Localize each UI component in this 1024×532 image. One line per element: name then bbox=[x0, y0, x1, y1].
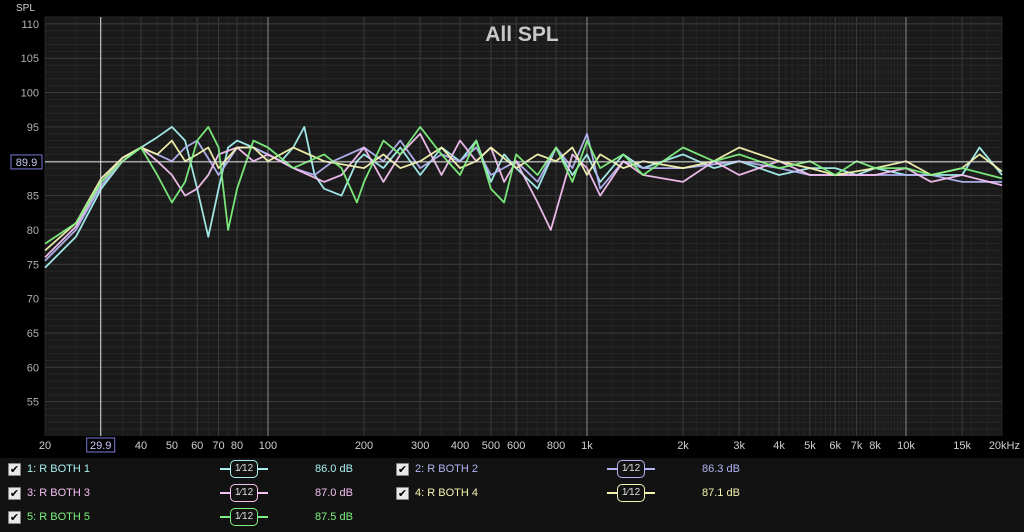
y-tick-label: 110 bbox=[21, 19, 39, 31]
legend-panel: ✔ 1: R BOTH 1 1⁄12 86.0 dB ✔ 2: R BOTH 2… bbox=[0, 458, 1024, 532]
x-tick-label: 600 bbox=[507, 440, 525, 452]
spl-chart[interactable]: 1101051009590858075706560552040506070801… bbox=[0, 0, 1024, 458]
x-tick-label: 20kHz bbox=[989, 440, 1020, 452]
series-4-smoothing-button[interactable]: 1⁄12 bbox=[607, 484, 655, 502]
series-1-checkbox[interactable]: ✔ bbox=[8, 463, 21, 476]
x-tick-label: 8k bbox=[869, 440, 881, 452]
y-tick-label: 75 bbox=[27, 259, 39, 271]
y-axis-label: SPL bbox=[16, 3, 35, 14]
series-5-smoothing-button[interactable]: 1⁄12 bbox=[220, 508, 268, 526]
series-4-label[interactable]: 4: R BOTH 4 bbox=[415, 487, 478, 499]
series-3-label[interactable]: 3: R BOTH 3 bbox=[27, 487, 90, 499]
series-2-smoothing-button[interactable]: 1⁄12 bbox=[607, 460, 655, 478]
y-tick-label: 70 bbox=[27, 294, 39, 306]
y-tick-label: 60 bbox=[27, 362, 39, 374]
series-4-checkbox[interactable]: ✔ bbox=[396, 487, 409, 500]
series-3-checkbox[interactable]: ✔ bbox=[8, 487, 21, 500]
plot-area bbox=[45, 17, 1002, 436]
cursor-x-readout-box bbox=[86, 437, 116, 453]
y-tick-label: 80 bbox=[27, 225, 39, 237]
x-tick-label: 5k bbox=[804, 440, 816, 452]
x-tick-label: 3k bbox=[733, 440, 745, 452]
series-2-checkbox[interactable]: ✔ bbox=[396, 463, 409, 476]
x-tick-label: 70 bbox=[212, 440, 224, 452]
series-3-smoothing-button[interactable]: 1⁄12 bbox=[220, 484, 268, 502]
x-tick-label: 200 bbox=[355, 440, 373, 452]
series-line-3 bbox=[44, 132, 1003, 259]
x-tick-label: 40 bbox=[135, 440, 147, 452]
y-tick-label: 65 bbox=[27, 328, 39, 340]
x-tick-label: 800 bbox=[547, 440, 565, 452]
series-1-smoothing-button[interactable]: 1⁄12 bbox=[220, 460, 268, 478]
cursor-y-readout: 89.9 bbox=[16, 157, 37, 169]
series-3-level: 87.0 dB bbox=[315, 487, 353, 499]
x-tick-label: 6k bbox=[829, 440, 841, 452]
x-tick-label: 500 bbox=[482, 440, 500, 452]
x-tick-label: 50 bbox=[166, 440, 178, 452]
x-tick-label: 7k bbox=[851, 440, 863, 452]
cursor-x-readout: 29.9 bbox=[90, 440, 111, 452]
series-line-4 bbox=[44, 139, 1003, 252]
series-2-label[interactable]: 2: R BOTH 2 bbox=[415, 463, 478, 475]
y-tick-label: 85 bbox=[27, 191, 39, 203]
series-5-label[interactable]: 5: R BOTH 5 bbox=[27, 511, 90, 523]
x-tick-label: 20 bbox=[39, 440, 51, 452]
x-tick-label: 2k bbox=[677, 440, 689, 452]
y-tick-label: 95 bbox=[27, 122, 39, 134]
x-tick-label: 4k bbox=[773, 440, 785, 452]
x-tick-label: 60 bbox=[191, 440, 203, 452]
x-tick-label: 1k bbox=[581, 440, 593, 452]
x-tick-label: 100 bbox=[259, 440, 277, 452]
x-tick-label: 300 bbox=[411, 440, 429, 452]
x-tick-label: 10k bbox=[897, 440, 915, 452]
x-tick-label: 80 bbox=[231, 440, 243, 452]
x-tick-label: 15k bbox=[953, 440, 971, 452]
cursor-y-readout-box bbox=[10, 154, 43, 170]
series-line-5 bbox=[44, 126, 1003, 245]
series-5-checkbox[interactable]: ✔ bbox=[8, 511, 21, 524]
series-5-level: 87.5 dB bbox=[315, 511, 353, 523]
chart-title: All SPL bbox=[485, 23, 559, 46]
y-tick-label: 100 bbox=[21, 88, 39, 100]
y-tick-label: 105 bbox=[21, 53, 39, 65]
series-1-level: 86.0 dB bbox=[315, 463, 353, 475]
series-4-level: 87.1 dB bbox=[702, 487, 740, 499]
x-tick-label: 400 bbox=[451, 440, 469, 452]
series-2-level: 86.3 dB bbox=[702, 463, 740, 475]
series-1-label[interactable]: 1: R BOTH 1 bbox=[27, 463, 90, 475]
y-tick-label: 55 bbox=[27, 397, 39, 409]
